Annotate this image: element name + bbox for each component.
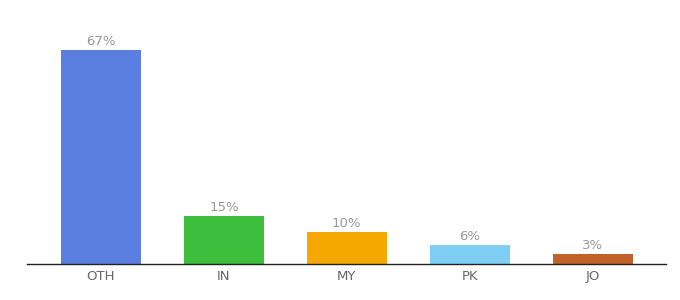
Text: 67%: 67%: [86, 35, 116, 48]
Text: 15%: 15%: [209, 201, 239, 214]
Bar: [430, 245, 510, 264]
Bar: [553, 254, 632, 264]
Text: 3%: 3%: [582, 239, 603, 252]
Bar: [184, 216, 264, 264]
Text: 10%: 10%: [332, 217, 362, 230]
Bar: [61, 50, 141, 264]
Bar: [307, 232, 387, 264]
Text: 6%: 6%: [459, 230, 480, 243]
